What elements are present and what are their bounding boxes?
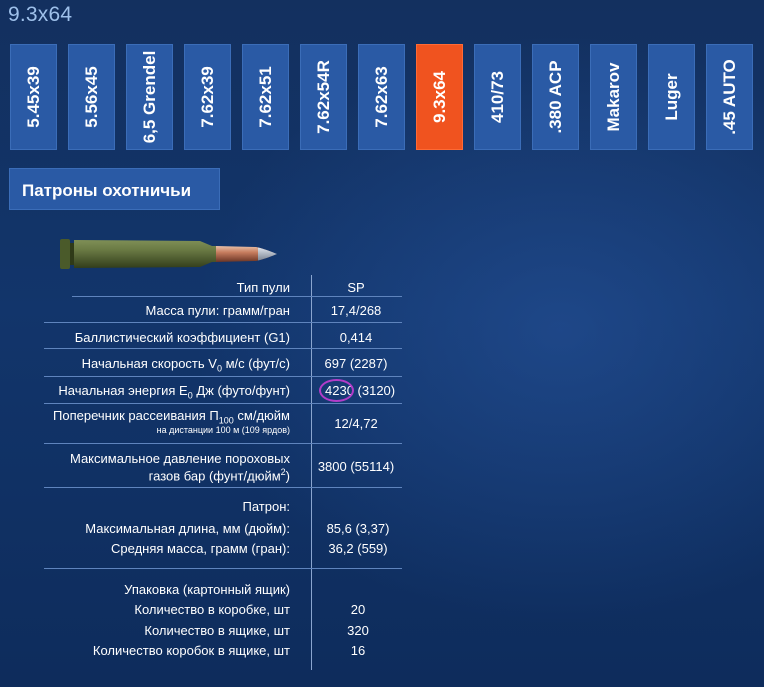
label-subscript: 100 — [218, 415, 234, 426]
table-divider — [311, 275, 312, 670]
tab-label: 5.45x39 — [23, 66, 43, 128]
per-box-label: Количество в коробке, шт — [134, 602, 290, 617]
label-part: Поперечник рассеивания П — [53, 408, 219, 423]
bullet-mass-value: 17,4/268 — [330, 303, 382, 318]
section-title: Патроны охотничьи — [9, 168, 220, 210]
muzzle-velocity-label: Начальная скорость V0 м/с (фут/с) — [82, 356, 290, 374]
ballistic-coefficient-value: 0,414 — [339, 330, 373, 345]
boxes-per-crate-value: 16 — [350, 643, 366, 658]
tab-7-62x54r[interactable]: 7.62x54R — [300, 44, 347, 150]
tab-5-56x45[interactable]: 5.56x45 — [68, 44, 115, 150]
tab-45-auto[interactable]: .45 AUTO — [706, 44, 753, 150]
muzzle-energy-ftlb: (3120) — [353, 383, 396, 398]
tab-7-62x39[interactable]: 7.62x39 — [184, 44, 231, 150]
tab-6-5-grendel[interactable]: 6,5 Grendel — [126, 44, 173, 150]
label-part: м/с (фут/с) — [221, 356, 290, 371]
label-part: Начальная скорость V — [81, 356, 217, 371]
tab-9-3x64[interactable]: 9.3x64 — [416, 44, 463, 150]
tab-label: 410/73 — [487, 71, 507, 123]
tab-label: 5.56x45 — [81, 66, 101, 128]
tab-380-acp[interactable]: .380 ACP — [532, 44, 579, 150]
row-divider — [44, 403, 402, 404]
max-pressure-unit-label: газов бар (фунт/дюйм2) — [149, 467, 290, 483]
row-divider — [44, 348, 402, 349]
tab-7-62x51[interactable]: 7.62x51 — [242, 44, 289, 150]
row-divider — [44, 376, 402, 377]
label-part: ) — [285, 468, 290, 484]
row-divider — [44, 568, 402, 569]
tab-label: .45 AUTO — [719, 59, 739, 135]
dispersion-distance-label: на дистанции 100 м (109 ярдов) — [156, 425, 290, 435]
boxes-per-crate-label: Количество коробок в ящике, шт — [92, 643, 290, 658]
page-title: 9.3x64 — [8, 3, 73, 26]
row-divider — [44, 443, 402, 444]
label-part: газов бар (фунт/дюйм — [148, 468, 281, 484]
avg-mass-label: Средняя масса, грамм (гран): — [111, 541, 290, 556]
highlight-circle — [319, 379, 354, 402]
tab-label: 7.62x54R — [313, 60, 333, 134]
bullet-type-value: SP — [347, 280, 365, 295]
per-crate-value: 320 — [347, 623, 369, 638]
packaging-heading: Упаковка (картонный ящик) — [124, 582, 290, 597]
label-part: см/дюйм — [233, 408, 290, 423]
label-subscript: 0 — [187, 390, 193, 401]
tab-label: 7.62x63 — [371, 66, 391, 128]
tab-luger[interactable]: Luger — [648, 44, 695, 150]
label-part: Дж (футо/фунт) — [192, 383, 290, 398]
tab-7-62x63[interactable]: 7.62x63 — [358, 44, 405, 150]
tab-label: .380 ACP — [545, 60, 565, 134]
ballistic-coefficient-label: Баллистический коэффициент (G1) — [74, 330, 290, 345]
max-length-value: 85,6 (3,37) — [326, 521, 390, 536]
max-length-label: Максимальная длина, мм (дюйм): — [85, 521, 290, 536]
label-subscript: 0 — [216, 363, 222, 374]
tab-label: 7.62x39 — [197, 66, 217, 128]
tab-label: Makarov — [603, 62, 623, 132]
bullet-mass-label: Масса пули: грамм/гран — [145, 303, 290, 318]
caliber-tabs: 5.45x39 5.56x45 6,5 Grendel 7.62x39 7.62… — [0, 0, 764, 160]
tab-5-45x39[interactable]: 5.45x39 — [10, 44, 57, 150]
max-pressure-value: 3800 (55114) — [317, 459, 395, 474]
row-divider — [72, 296, 402, 297]
cartridge-heading: Патрон: — [242, 499, 291, 514]
tab-410-73[interactable]: 410/73 — [474, 44, 521, 150]
bullet-type-label: Тип пули — [236, 280, 290, 295]
tab-label: Luger — [661, 73, 681, 121]
tab-label: 9.3x64 — [429, 71, 449, 123]
dispersion-label: Поперечник рассеивания П100 см/дюйм — [53, 408, 290, 426]
label-part: Начальная энергия E — [58, 383, 188, 398]
tab-label: 7.62x51 — [255, 66, 275, 128]
max-pressure-label: Максимальное давление пороховых — [69, 451, 290, 466]
per-box-value: 20 — [350, 602, 366, 617]
avg-mass-value: 36,2 (559) — [328, 541, 388, 556]
row-divider — [44, 322, 402, 323]
tab-makarov[interactable]: Makarov — [590, 44, 637, 150]
tab-label: 6,5 Grendel — [139, 50, 159, 144]
dispersion-value: 12/4,72 — [334, 416, 378, 431]
row-divider — [44, 487, 402, 488]
muzzle-velocity-value: 697 (2287) — [324, 356, 388, 371]
muzzle-energy-label: Начальная энергия E0 Дж (футо/фунт) — [58, 383, 290, 401]
cartridge-image — [60, 239, 277, 269]
label-superscript: 2 — [280, 467, 286, 477]
per-crate-label: Количество в ящике, шт — [144, 623, 290, 638]
